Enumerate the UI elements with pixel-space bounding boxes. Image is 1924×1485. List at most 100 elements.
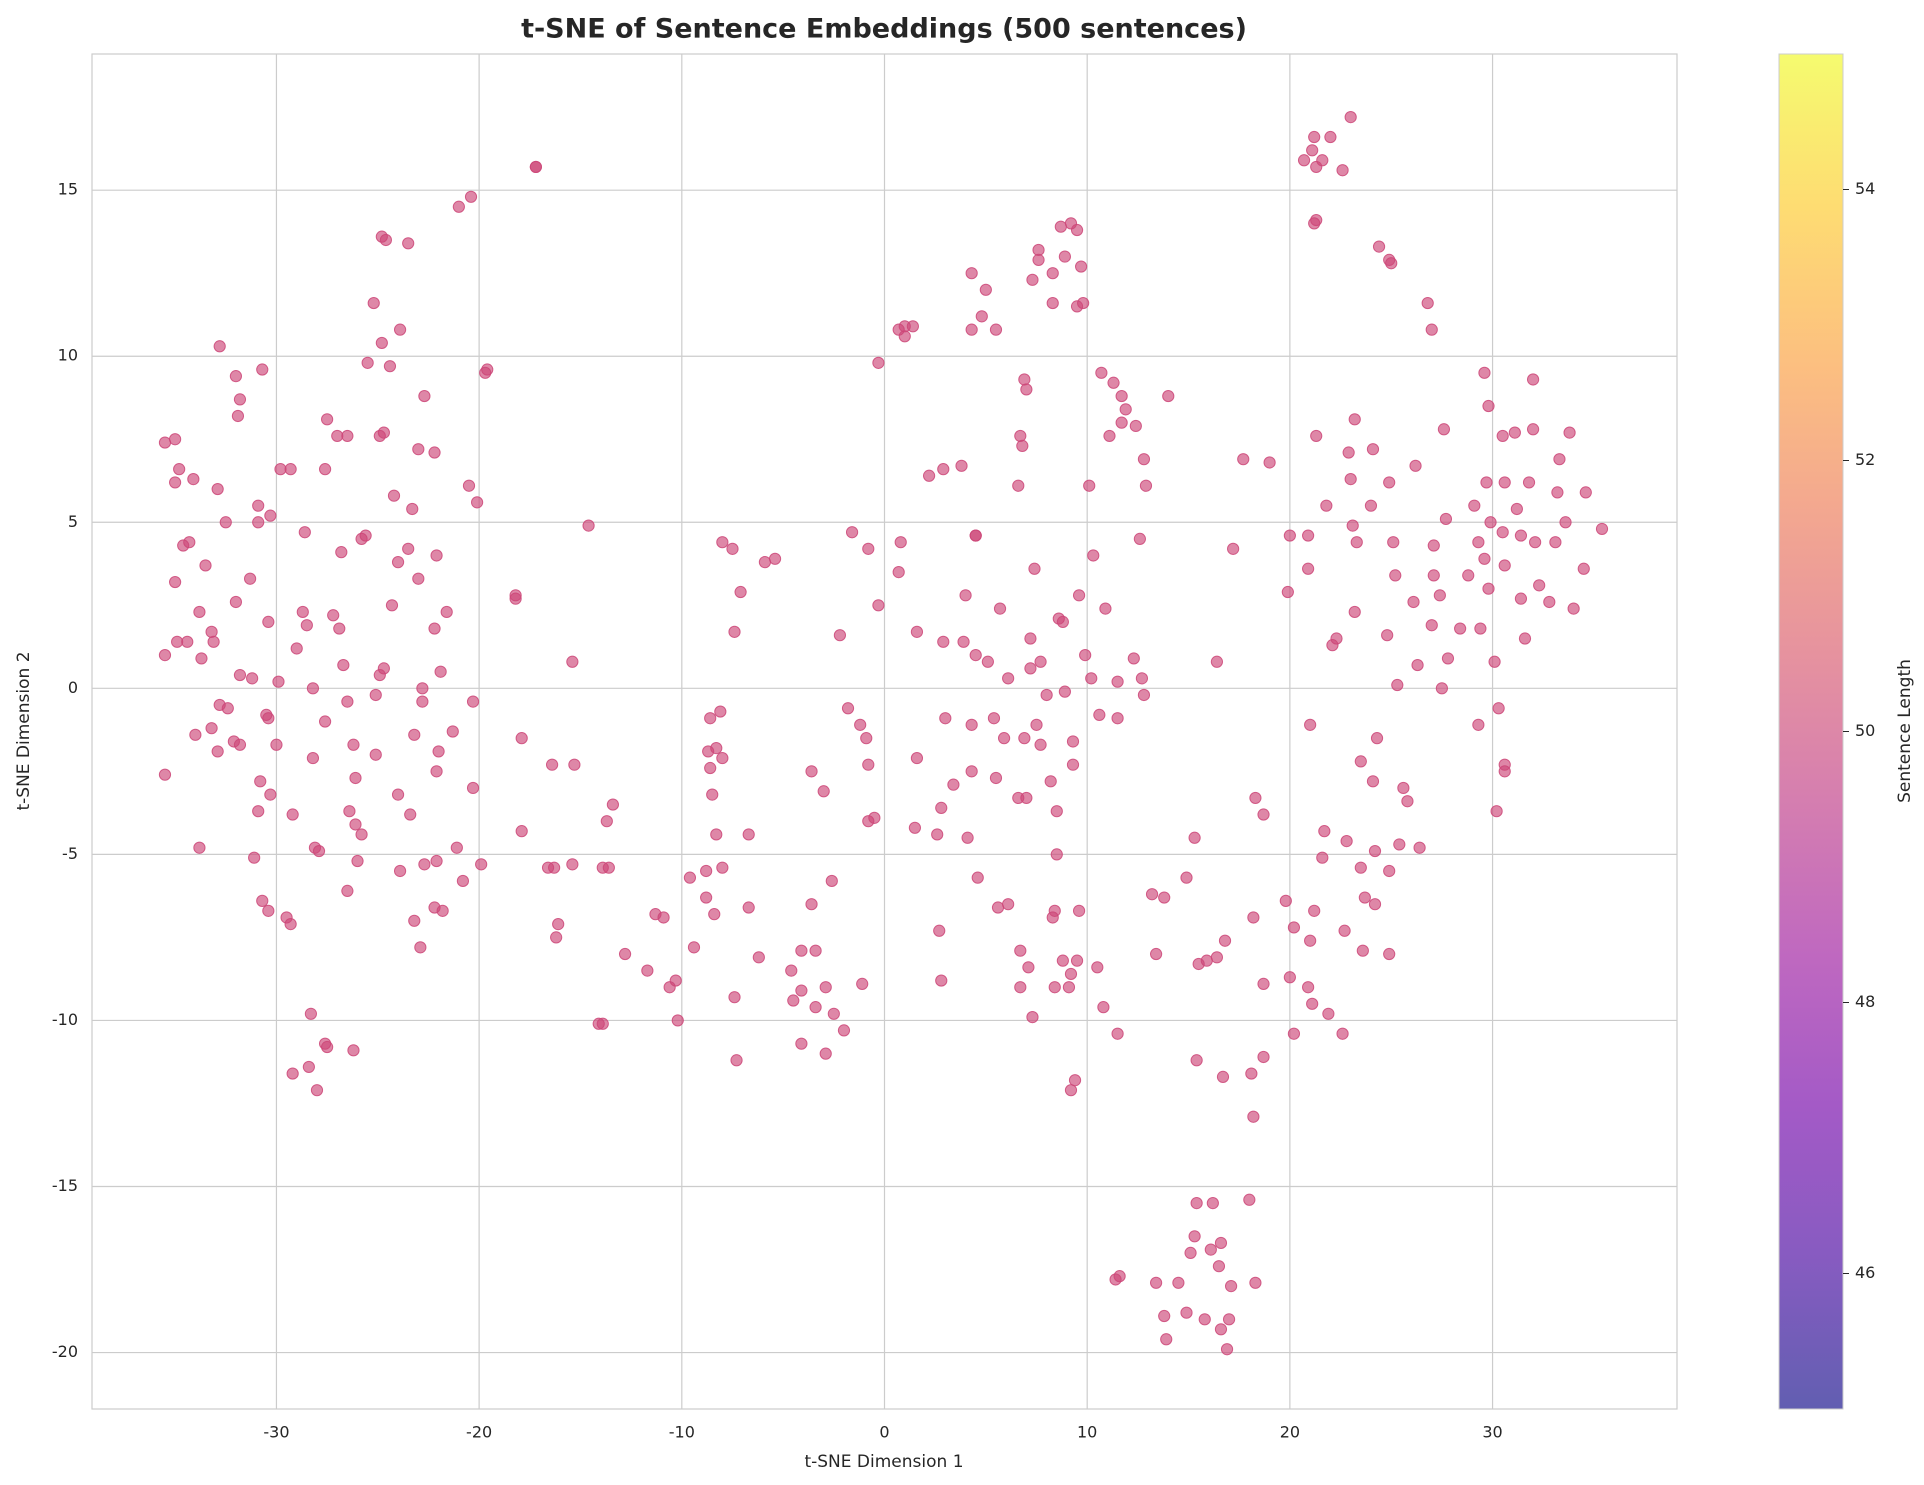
- point: [1368, 844, 1382, 858]
- point: [937, 463, 950, 476]
- point: [1115, 416, 1128, 429]
- point: [254, 775, 267, 788]
- point: [1283, 971, 1296, 984]
- point: [1050, 805, 1063, 818]
- point: [1488, 655, 1501, 668]
- point: [1024, 662, 1037, 675]
- point: [1135, 672, 1149, 685]
- point: [1070, 954, 1084, 967]
- point: [1095, 366, 1108, 379]
- point: [1111, 675, 1124, 688]
- point: [1480, 476, 1493, 489]
- point: [805, 765, 818, 778]
- point: [1028, 562, 1041, 575]
- point: [965, 718, 978, 731]
- point: [860, 732, 873, 745]
- point: [173, 463, 186, 476]
- point: [341, 429, 354, 443]
- point: [841, 702, 855, 715]
- point: [1354, 861, 1367, 874]
- point: [1368, 898, 1382, 911]
- colorbar-tick-label: 48: [1855, 992, 1875, 1011]
- point: [1018, 373, 1031, 386]
- point: [1498, 559, 1511, 572]
- point: [359, 529, 372, 542]
- point: [1188, 831, 1201, 844]
- point: [375, 336, 388, 350]
- point: [169, 575, 182, 589]
- point: [1401, 795, 1414, 808]
- point: [243, 572, 257, 585]
- point: [286, 1067, 299, 1080]
- point: [1577, 562, 1590, 575]
- point: [464, 190, 478, 203]
- point: [290, 642, 303, 655]
- point: [935, 974, 948, 987]
- point: [1030, 718, 1043, 731]
- point: [436, 904, 449, 917]
- point: [341, 695, 354, 708]
- point: [404, 808, 417, 821]
- point: [910, 625, 924, 638]
- point: [306, 751, 320, 765]
- point: [169, 476, 182, 489]
- point: [1111, 712, 1124, 725]
- point: [1498, 476, 1511, 489]
- point: [1072, 904, 1086, 917]
- point: [189, 728, 202, 741]
- point: [1048, 904, 1061, 917]
- point: [1283, 529, 1296, 542]
- point: [379, 233, 392, 247]
- point: [545, 758, 559, 771]
- point: [318, 1037, 332, 1050]
- point: [566, 655, 579, 668]
- point: [1474, 622, 1487, 635]
- point: [452, 200, 465, 213]
- point: [1287, 1027, 1301, 1040]
- point: [1083, 479, 1096, 492]
- point: [1149, 1276, 1163, 1289]
- point: [641, 964, 654, 977]
- point: [856, 977, 869, 991]
- point: [1472, 718, 1485, 731]
- point: [1085, 672, 1098, 685]
- point: [1389, 569, 1402, 582]
- point: [795, 1037, 808, 1050]
- point: [169, 433, 182, 446]
- colorbar-tick-label: 50: [1855, 721, 1875, 740]
- point: [704, 761, 717, 775]
- point: [337, 658, 350, 672]
- point: [327, 609, 340, 622]
- point: [318, 463, 332, 476]
- point: [286, 808, 299, 821]
- point: [1437, 423, 1451, 436]
- point: [868, 811, 881, 824]
- point: [213, 340, 226, 353]
- point: [335, 546, 348, 559]
- point: [1310, 429, 1323, 443]
- x-axis-label: t-SNE Dimension 1: [804, 1452, 963, 1472]
- point: [466, 781, 480, 795]
- point: [1046, 296, 1059, 310]
- point: [187, 472, 200, 486]
- point: [955, 459, 968, 472]
- point: [1338, 924, 1351, 937]
- point: [1413, 841, 1426, 854]
- point: [1514, 592, 1528, 605]
- point: [957, 635, 970, 648]
- point: [509, 592, 522, 605]
- point: [1172, 1276, 1185, 1289]
- point: [1306, 997, 1319, 1010]
- point: [669, 974, 682, 987]
- point: [965, 765, 978, 778]
- point: [183, 536, 196, 549]
- point: [1020, 383, 1033, 396]
- point: [1062, 981, 1076, 994]
- point: [833, 629, 847, 642]
- point: [1139, 479, 1153, 492]
- point: [1320, 499, 1333, 512]
- point: [1297, 154, 1311, 167]
- point: [1111, 1027, 1124, 1040]
- point: [333, 622, 346, 635]
- point: [1348, 413, 1361, 426]
